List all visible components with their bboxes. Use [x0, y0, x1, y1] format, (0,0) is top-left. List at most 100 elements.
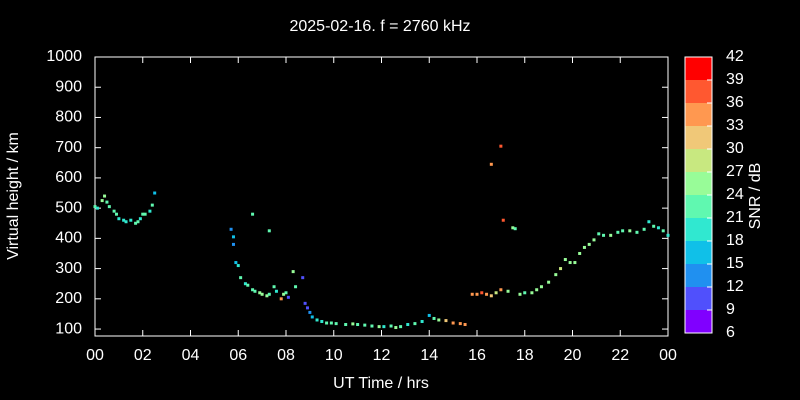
colorbar-tick-label: 18: [726, 232, 744, 249]
data-point: [265, 294, 269, 298]
colorbar-tick-label: 27: [726, 163, 744, 180]
colorbar-band: [685, 218, 712, 241]
colorbar-tick-label: 9: [726, 301, 735, 318]
x-tick-label: 20: [564, 347, 582, 364]
colorbar-band: [685, 287, 712, 310]
data-point: [153, 191, 157, 195]
data-point: [95, 206, 99, 210]
data-point: [427, 313, 431, 317]
colorbar-band: [685, 126, 712, 149]
y-tick-label: 300: [55, 260, 82, 277]
data-point: [251, 288, 255, 292]
data-point: [451, 321, 455, 325]
data-point: [284, 291, 288, 295]
data-point: [399, 325, 403, 329]
data-point: [356, 323, 360, 327]
data-point: [592, 238, 596, 242]
data-point: [234, 261, 238, 265]
x-tick-label: 00: [659, 347, 677, 364]
y-tick-label: 900: [55, 78, 82, 95]
data-point: [143, 212, 147, 216]
y-tick-label: 200: [55, 290, 82, 307]
colorbar-tick-label: 30: [726, 140, 744, 157]
data-point: [267, 229, 271, 233]
data-point: [480, 291, 484, 295]
data-point: [382, 325, 386, 329]
data-point: [635, 230, 639, 234]
data-point: [501, 218, 505, 222]
y-tick-label: 800: [55, 109, 82, 126]
y-tick-label: 100: [55, 320, 82, 337]
colorbar-tick-label: 42: [726, 48, 744, 65]
data-point: [494, 291, 498, 295]
data-point: [518, 292, 522, 296]
data-point: [274, 289, 278, 293]
chart-title: 2025-02-16. f = 2760 kHz: [289, 18, 470, 35]
data-point: [621, 229, 625, 233]
data-point: [267, 292, 271, 296]
colorbar-band: [685, 310, 712, 333]
data-point: [253, 289, 257, 293]
data-point: [148, 209, 152, 213]
data-point: [485, 292, 489, 296]
data-point: [117, 217, 121, 221]
data-point: [475, 292, 479, 296]
colorbar-band: [685, 103, 712, 126]
data-point: [138, 217, 142, 221]
data-point: [458, 322, 462, 326]
data-point: [523, 291, 527, 295]
data-point: [444, 319, 448, 323]
y-axis-label: Virtual height / km: [5, 132, 22, 260]
x-tick-label: 02: [134, 347, 152, 364]
colorbar-tick-label: 33: [726, 117, 744, 134]
data-point: [363, 323, 367, 327]
data-point: [394, 326, 398, 330]
data-point: [511, 226, 515, 230]
data-point: [642, 227, 646, 231]
x-axis-label: UT Time / hrs: [333, 375, 429, 392]
data-point: [231, 235, 235, 239]
x-tick-label: 18: [516, 347, 534, 364]
colorbar-band: [685, 172, 712, 195]
data-point: [370, 324, 374, 328]
data-point: [539, 285, 543, 289]
data-point: [282, 292, 286, 296]
data-point: [231, 242, 235, 246]
data-point: [305, 306, 309, 310]
x-tick-label: 22: [611, 347, 629, 364]
data-point: [563, 258, 567, 262]
data-point: [103, 194, 107, 198]
data-point: [134, 221, 138, 225]
data-point: [303, 301, 307, 305]
data-point: [141, 212, 145, 216]
colorbar-tick-label: 21: [726, 209, 744, 226]
x-tick-label: 08: [277, 347, 295, 364]
x-tick-label: 06: [229, 347, 247, 364]
colorbar-tick-label: 6: [726, 324, 735, 341]
data-point: [294, 285, 298, 289]
data-point: [150, 203, 154, 207]
data-point: [652, 224, 656, 228]
data-point: [499, 288, 503, 292]
colorbar-tick-label: 39: [726, 71, 744, 88]
data-point: [272, 285, 276, 289]
colorbar-band: [685, 241, 712, 264]
colorbar-band: [685, 149, 712, 172]
colorbar-band: [685, 195, 712, 218]
data-point: [609, 233, 613, 237]
x-tick-label: 10: [325, 347, 343, 364]
x-tick-label: 14: [420, 347, 438, 364]
data-point: [320, 319, 324, 323]
data-point: [93, 205, 97, 209]
data-point: [506, 289, 510, 293]
data-point: [432, 316, 436, 320]
data-point: [246, 283, 250, 287]
data-point: [597, 232, 601, 236]
data-point: [559, 267, 563, 271]
data-point: [334, 322, 338, 326]
data-point: [656, 226, 660, 230]
data-point: [377, 325, 381, 329]
colorbar-tick-label: 15: [726, 255, 744, 272]
y-tick-label: 500: [55, 199, 82, 216]
